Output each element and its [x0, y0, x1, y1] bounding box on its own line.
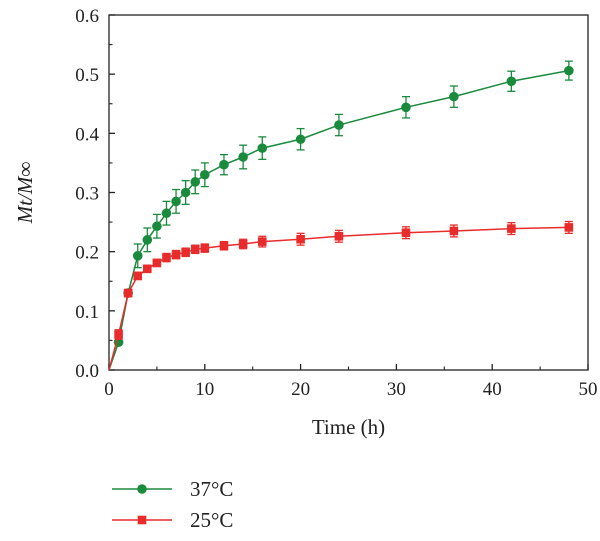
data-point [180, 187, 191, 198]
data-point [449, 226, 459, 236]
x-tick-label: 0 [104, 379, 114, 400]
legend-label: 25°C [190, 508, 233, 532]
y-tick-label: 0.5 [75, 65, 99, 86]
x-axis-title: Time (h) [312, 415, 385, 439]
y-axis-title: Mt/M∞ [13, 162, 37, 225]
data-point [200, 169, 210, 180]
data-point [257, 143, 268, 153]
data-point [401, 102, 411, 113]
data-point [143, 264, 152, 274]
x-tick-label: 30 [387, 379, 406, 400]
data-point [190, 177, 201, 187]
x-tick-label: 20 [291, 379, 310, 400]
y-tick-label: 0.6 [75, 6, 99, 27]
data-point [564, 65, 574, 76]
data-point [162, 253, 171, 262]
x-tick-label: 40 [483, 379, 502, 400]
data-point [171, 250, 181, 259]
y-tick-label: 0.1 [75, 302, 99, 323]
legend-item-1: 25°C [112, 508, 233, 532]
legend: 37°C 25°C [112, 477, 233, 532]
y-tick-label: 0.4 [75, 124, 99, 145]
data-point [133, 271, 143, 281]
data-point [506, 76, 517, 87]
data-point [564, 223, 574, 232]
data-point [334, 231, 344, 241]
x-tick-label: 50 [579, 379, 598, 400]
data-point [401, 228, 411, 238]
y-tick-label: 0.2 [75, 243, 99, 264]
data-point [219, 241, 229, 251]
data-point [334, 120, 344, 130]
data-point [238, 239, 248, 249]
series-1 [108, 220, 574, 371]
series-line [108, 226, 569, 371]
y-tick-label: 0.0 [75, 361, 99, 382]
data-point [190, 245, 200, 254]
data-point [200, 243, 210, 253]
data-point [142, 235, 153, 245]
legend-item-0: 37°C [112, 477, 233, 501]
data-point [123, 288, 133, 298]
data-point [132, 251, 143, 261]
legend-marker [137, 484, 147, 494]
data-point [152, 258, 162, 268]
x-tick-label: 10 [195, 379, 214, 400]
data-point [295, 134, 306, 145]
y-tick-label: 0.3 [75, 184, 99, 205]
data-point [507, 224, 516, 233]
legend-label: 37°C [190, 477, 233, 501]
data-point [296, 234, 305, 244]
data-point [152, 221, 162, 232]
data-point [161, 208, 172, 219]
data-point [114, 330, 123, 339]
legend-marker [137, 515, 147, 525]
data-point [219, 159, 229, 170]
data-point [181, 247, 190, 257]
plot-area: 0 10 20 30 40 50 0.0 0.1 0.2 0.3 0.4 0.5 0.6 Time (h)… [13, 6, 598, 439]
data-point [257, 237, 267, 246]
series-0 [108, 60, 574, 371]
data-point [238, 152, 248, 162]
data-point [171, 196, 181, 207]
data-point [449, 91, 459, 102]
